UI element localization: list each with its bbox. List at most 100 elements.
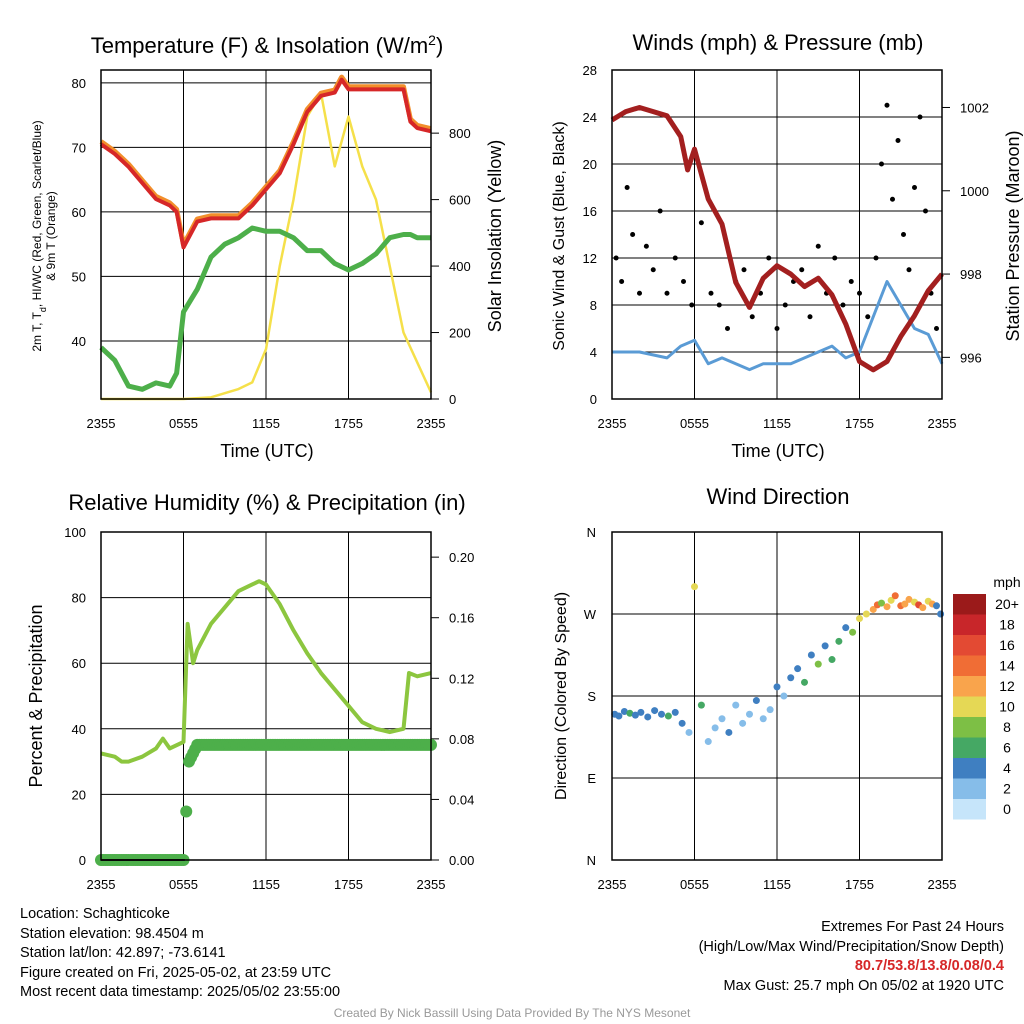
direction-point — [856, 615, 863, 623]
station-pressure-line — [610, 104, 944, 373]
direction-point — [787, 674, 795, 682]
y-tick-label: W — [584, 607, 597, 622]
station-info: Location: Schaghticoke Station elevation… — [20, 905, 340, 1003]
y2-tick-label: 200 — [449, 326, 471, 341]
direction-point — [814, 660, 822, 668]
direction-title: Wind Direction — [706, 484, 849, 509]
x-tick-label: 2355 — [928, 877, 957, 892]
precipitation-point — [180, 805, 193, 818]
y-tick-label: 40 — [72, 722, 86, 737]
legend-label: 20+ — [995, 596, 1019, 612]
gust-point — [906, 267, 912, 273]
gust-point — [613, 255, 619, 261]
direction-point — [828, 656, 836, 664]
gust-point — [840, 302, 846, 308]
direction-point — [685, 728, 693, 736]
temperature-xlabel: Time (UTC) — [220, 441, 313, 461]
x-tick-label: 2355 — [598, 416, 627, 431]
x-tick-label: 0555 — [680, 877, 709, 892]
plot-border — [100, 69, 432, 400]
direction-point — [905, 595, 913, 603]
gust-point — [832, 255, 838, 261]
y-tick-label: 4 — [590, 345, 597, 360]
gust-point — [815, 243, 821, 249]
y-tick-label: 12 — [583, 251, 597, 266]
y2-tick-label: 600 — [449, 193, 471, 208]
gust-point — [912, 185, 917, 190]
direction-point — [780, 692, 788, 700]
x-tick-label: 2355 — [417, 416, 446, 431]
gust-point — [895, 138, 901, 143]
legend-swatch — [953, 717, 986, 738]
direction-point — [644, 713, 652, 721]
gust-point — [884, 102, 890, 108]
temperature-ylabel-line2: & 9m T (Orange) — [44, 191, 58, 281]
y-tick-label: 50 — [72, 269, 86, 284]
x-tick-label: 2355 — [87, 416, 116, 431]
x-tick-label: 0555 — [169, 416, 198, 431]
dewpoint-line — [99, 225, 431, 392]
direction-point — [691, 583, 698, 591]
gust-point — [637, 290, 642, 296]
winds-xlabel: Time (UTC) — [731, 441, 824, 461]
extremes-info: Extremes For Past 24 Hours (High/Low/Max… — [699, 918, 1004, 996]
y-tick-label: E — [587, 771, 596, 786]
direction-point — [794, 665, 802, 673]
legend-swatch — [953, 758, 986, 779]
gust-point — [708, 290, 714, 296]
direction-point — [704, 738, 712, 746]
direction-point — [835, 637, 843, 645]
direction-point — [862, 610, 870, 618]
x-tick-label: 1755 — [845, 416, 874, 431]
legend-label: 16 — [999, 637, 1015, 653]
gust-point — [934, 326, 939, 331]
direction-point — [664, 712, 672, 720]
direction-point — [631, 711, 639, 719]
gust-point — [681, 279, 686, 284]
y-tick-label: N — [587, 525, 596, 540]
direction-point — [746, 710, 753, 718]
y-tick-label: 28 — [583, 63, 597, 78]
gust-point — [901, 232, 906, 237]
y-tick-label: 0 — [590, 392, 597, 407]
credit-line: Created By Nick Bassill Using Data Provi… — [333, 1006, 691, 1020]
y2-tick-label: 0.16 — [449, 611, 474, 626]
gust-point — [619, 279, 625, 284]
y2-tick-label: 998 — [960, 267, 982, 282]
gust-point — [807, 314, 813, 320]
x-tick-label: 1155 — [763, 416, 791, 431]
y-tick-label: 20 — [72, 787, 86, 802]
x-tick-label: 1155 — [252, 877, 280, 892]
plot-border — [611, 69, 943, 400]
y-tick-label: 60 — [72, 656, 86, 671]
legend-label: 18 — [999, 617, 1015, 633]
direction-point — [651, 707, 659, 715]
y2-tick-label: 800 — [449, 126, 471, 141]
winds-y2label: Station Pressure (Maroon) — [1003, 130, 1023, 341]
gust-point — [917, 114, 923, 120]
legend-swatch — [953, 676, 986, 697]
legend-label: 10 — [999, 699, 1015, 715]
direction-point — [878, 599, 885, 607]
y2-tick-label: 0 — [449, 392, 456, 407]
y-tick-label: 0 — [79, 853, 86, 868]
direction-point — [697, 701, 705, 709]
temperature-y2label: Solar Insolation (Yellow) — [485, 140, 505, 332]
direction-point — [842, 624, 850, 632]
gust-point — [672, 255, 678, 261]
y2-tick-label: 0.20 — [449, 550, 474, 565]
x-tick-label: 0555 — [680, 416, 709, 431]
gust-point — [630, 232, 636, 237]
station-location: Location: Schaghticoke — [20, 906, 170, 922]
gust-point — [749, 314, 755, 320]
direction-point — [732, 701, 740, 709]
humidity-title: Relative Humidity (%) & Precipitation (i… — [68, 490, 465, 515]
legend-swatch — [953, 778, 986, 799]
gust-point — [698, 220, 704, 226]
legend-swatch — [953, 655, 986, 676]
direction-point — [615, 712, 623, 720]
extremes-values: 80.7/53.8/13.8/0.08/0.4 — [854, 958, 1004, 975]
extremes-description: (High/Low/Max Wind/Precipitation/Snow De… — [698, 938, 1004, 955]
temperature-title: Temperature (F) & Insolation (W/m2) — [91, 32, 444, 58]
y-tick-label: 80 — [72, 76, 86, 91]
